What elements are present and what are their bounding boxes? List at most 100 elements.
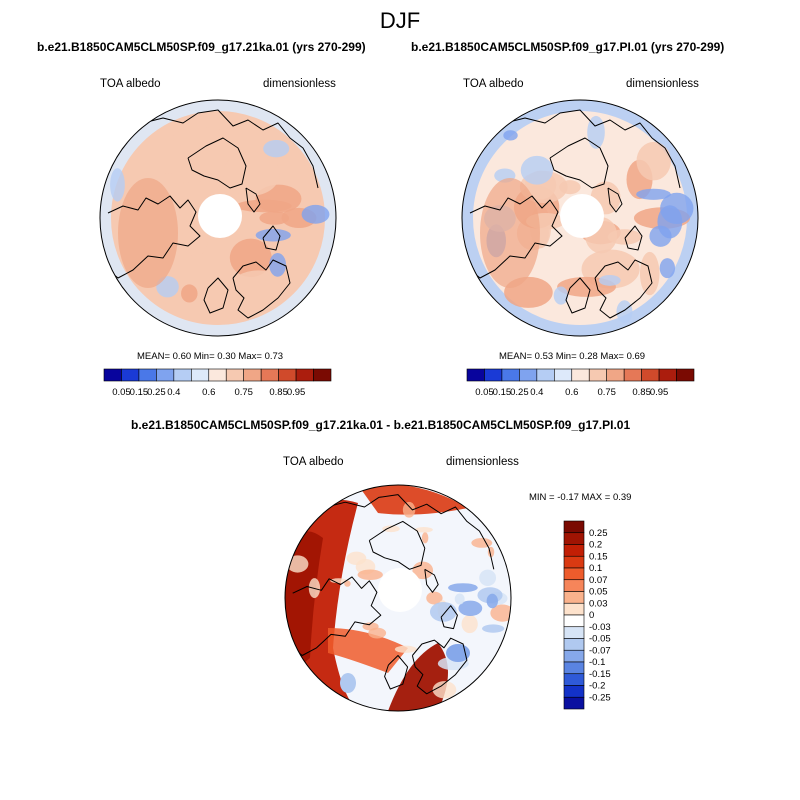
- colorbar-swatch: [563, 649, 585, 663]
- colorbar-tick-label: 0.85: [269, 387, 288, 398]
- coastline-scandinavia: [594, 259, 653, 319]
- polar-hole: [378, 568, 422, 612]
- min-value: -0.17: [557, 492, 579, 503]
- colorbar-tick-label: -0.05: [589, 634, 611, 645]
- colorbar-swatch: [563, 567, 585, 581]
- coastline-novaya-zemlya: [440, 605, 458, 630]
- colorbar-swatch: [484, 368, 503, 382]
- max-label: Max=: [238, 351, 262, 362]
- field-patch-low: [110, 168, 125, 202]
- colorbar-swatch: [563, 532, 585, 545]
- field-patch: [182, 221, 208, 257]
- colorbar-swatch: [563, 696, 585, 710]
- polar-hole: [560, 194, 604, 238]
- colorbar-swatch: [676, 368, 695, 382]
- colorbar-swatch: [563, 626, 585, 639]
- colorbar-swatch: [121, 368, 140, 382]
- coastline-scandinavia: [232, 259, 291, 319]
- coastline-british-isles: [565, 277, 591, 314]
- coastline-siberia: [326, 494, 495, 570]
- panel-2-units: dimensionless: [626, 78, 699, 90]
- field-positive-north: [358, 485, 468, 515]
- field-patch: [222, 151, 280, 196]
- field-patch-low: [616, 300, 633, 324]
- coastline-british-isles: [203, 277, 229, 314]
- field-speckle: [471, 538, 493, 548]
- field-patch-low: [263, 140, 290, 158]
- colorbar-swatch: [278, 368, 297, 382]
- min-value: 0.28: [579, 351, 598, 362]
- field-negative: [482, 624, 505, 633]
- map-border-2: [461, 99, 699, 337]
- field-patch: [181, 284, 198, 303]
- colorbar-tick-label: 0.25: [589, 528, 608, 539]
- colorbar-tick-label: 0.2: [589, 540, 602, 551]
- field-speckle: [490, 604, 511, 622]
- figure-title: DJF: [379, 8, 421, 33]
- field-negative: [429, 602, 457, 622]
- colorbar-tick-label: -0.25: [589, 692, 611, 703]
- colorbar-swatch: [554, 368, 573, 382]
- min-label: Min=: [193, 351, 215, 362]
- min-label: Min=: [555, 351, 577, 362]
- max-value: 0.73: [264, 351, 284, 362]
- map-border-3: [284, 484, 512, 712]
- colorbar-tick-label: 0.05: [589, 587, 608, 598]
- colorbar-tick-label: 0.07: [589, 575, 608, 586]
- field-negative: [454, 593, 465, 605]
- coastline-svalbard: [424, 568, 439, 593]
- field-patch-low: [520, 155, 554, 185]
- field-speckle: [461, 614, 478, 634]
- colorbar-tick-label: 0.75: [597, 387, 616, 398]
- panel-1-title: b.e21.B1850CAM5CLM50SP.f09_g17.21ka.01 (…: [37, 40, 366, 54]
- coastline-svalbard: [245, 187, 261, 213]
- colorbar-tick-label: -0.03: [589, 622, 611, 633]
- colorbar-swatch: [563, 661, 585, 675]
- field-patch-low: [301, 204, 330, 224]
- panel-3-variable: TOA albedo: [283, 456, 344, 468]
- colorbar-swatch: [563, 579, 585, 592]
- colorbar-swatch: [563, 685, 585, 698]
- panel-3-title: b.e21.B1850CAM5CLM50SP.f09_g17.21ka.01 -…: [131, 418, 631, 432]
- colorbar-swatch: [606, 368, 625, 382]
- polar-map-1: [100, 100, 336, 336]
- colorbar-swatch: [295, 368, 314, 382]
- colorbar-swatch: [260, 368, 279, 382]
- colorbar-tick-label: -0.1: [589, 657, 605, 668]
- panel-2-title: b.e21.B1850CAM5CLM50SP.f09_g17.PI.01 (yr…: [411, 40, 725, 54]
- mean-label: MEAN=: [137, 351, 170, 362]
- colorbar-tick-label: -0.07: [589, 645, 611, 656]
- coastline-novaya-zemlya: [262, 225, 281, 251]
- panel-1-units: dimensionless: [263, 78, 336, 90]
- coastline-british-isles: [384, 655, 409, 690]
- colorbar-swatch: [563, 614, 585, 628]
- field-negative: [486, 593, 498, 609]
- colorbar-swatch: [563, 602, 585, 616]
- colorbar-swatch: [571, 368, 590, 382]
- colorbar-tick-label: -0.2: [589, 681, 605, 692]
- colorbar-swatch: [156, 368, 175, 382]
- max-value: 0.39: [612, 492, 632, 503]
- field-speckle: [402, 501, 416, 518]
- field-negative: [340, 673, 356, 693]
- field-speckle: [344, 580, 351, 587]
- colorbar-swatch: [225, 368, 244, 382]
- colorbar-tick-label: 0: [589, 610, 594, 621]
- colorbar-1: 0.050.150.25 0.4 0.6 0.75 0.850.95: [103, 368, 332, 398]
- field-patch: [259, 211, 290, 225]
- colorbar-tick-label: 0.95: [650, 387, 669, 398]
- colorbar-tick-label: -0.15: [589, 669, 611, 680]
- field-positive-south: [388, 643, 448, 711]
- colorbar-tick-label: 0.03: [589, 598, 608, 609]
- coastline-greenland: [368, 520, 426, 570]
- colorbar-swatch: [208, 368, 227, 382]
- colorbar-swatch: [563, 638, 585, 651]
- map-border-1: [99, 99, 337, 337]
- field-patch: [636, 141, 671, 181]
- colorbar-tick-label: 0.6: [202, 387, 215, 398]
- max-label: Max=: [600, 351, 624, 362]
- field-speckle: [421, 532, 429, 544]
- panel-3-units: dimensionless: [446, 456, 519, 468]
- colorbar-tick-label: 0.15: [589, 551, 608, 562]
- colorbar-swatch: [103, 368, 122, 382]
